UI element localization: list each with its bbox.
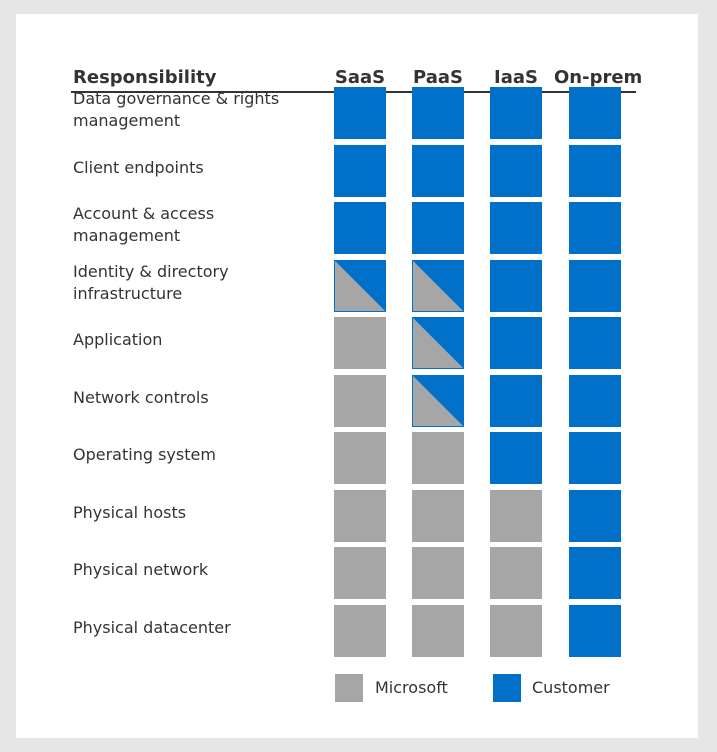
cell-iaas-microsoft (490, 489, 542, 542)
legend-microsoft-swatch (335, 674, 363, 702)
cell-paas-customer (412, 144, 464, 197)
legend-customer-swatch (493, 674, 521, 702)
responsibility-header: Responsibility (73, 67, 217, 88)
cell-paas-microsoft (412, 432, 464, 484)
column-header-saas: SaaS (334, 67, 386, 88)
cell-iaas-customer (490, 317, 542, 369)
cell-paas-customer (412, 87, 464, 139)
cell-iaas-microsoft (490, 547, 542, 599)
cell-paas-microsoft (412, 489, 464, 542)
row-label-physical-datacenter: Physical datacenter (73, 617, 231, 637)
cell-iaas-customer (490, 87, 542, 139)
cell-saas-shared (334, 259, 386, 312)
row-label-client-endpoints: Client endpoints (73, 157, 204, 177)
row-label-account-and-access-management: Account & access management (73, 204, 215, 245)
cell-saas-customer (334, 144, 386, 197)
cell-paas-shared (412, 317, 464, 369)
cell-saas-microsoft (334, 604, 386, 657)
cell-on-prem-customer (569, 374, 621, 427)
cell-on-prem-customer (569, 432, 621, 484)
row-label-data-governance-and-rights-management: Data governance & rights management (73, 89, 280, 130)
cell-iaas-customer (490, 432, 542, 484)
cell-on-prem-customer (569, 489, 621, 542)
cell-paas-customer (412, 202, 464, 254)
cell-saas-customer (334, 87, 386, 139)
row-label-application: Application (73, 330, 163, 349)
cell-on-prem-customer (569, 259, 621, 312)
cell-saas-microsoft (334, 432, 386, 484)
cell-saas-microsoft (334, 547, 386, 599)
cell-iaas-customer (490, 202, 542, 254)
cell-saas-microsoft (334, 317, 386, 369)
cell-iaas-customer (490, 259, 542, 312)
cell-iaas-customer (490, 144, 542, 197)
cell-saas-microsoft (334, 489, 386, 542)
row-label-physical-network: Physical network (73, 560, 209, 579)
column-header-on-prem: On-prem (554, 67, 643, 88)
cell-iaas-microsoft (490, 604, 542, 657)
cell-paas-microsoft (412, 604, 464, 657)
cell-on-prem-customer (569, 144, 621, 197)
row-label-operating-system: Operating system (73, 445, 216, 464)
row-label-network-controls: Network controls (73, 387, 209, 407)
column-header-iaas: IaaS (494, 67, 538, 88)
row-label-physical-hosts: Physical hosts (73, 502, 187, 522)
cell-on-prem-customer (569, 202, 621, 254)
cell-paas-shared (412, 374, 464, 427)
cell-paas-shared (412, 259, 464, 312)
cell-on-prem-customer (569, 87, 621, 139)
cell-saas-customer (334, 202, 386, 254)
column-header-paas: PaaS (413, 67, 463, 88)
cell-iaas-customer (490, 374, 542, 427)
legend-customer-label: Customer (532, 678, 610, 697)
responsibility-matrix-card: Responsibility SaaS PaaS IaaS On-prem Mi… (16, 14, 698, 738)
legend-microsoft-label: Microsoft (375, 678, 448, 697)
cell-on-prem-customer (569, 604, 621, 657)
cell-saas-microsoft (334, 374, 386, 427)
row-label-identity-and-directory-infrastructure: Identity & directory infrastructure (73, 261, 229, 303)
cell-paas-microsoft (412, 547, 464, 599)
cell-on-prem-customer (569, 547, 621, 599)
cell-on-prem-customer (569, 317, 621, 369)
